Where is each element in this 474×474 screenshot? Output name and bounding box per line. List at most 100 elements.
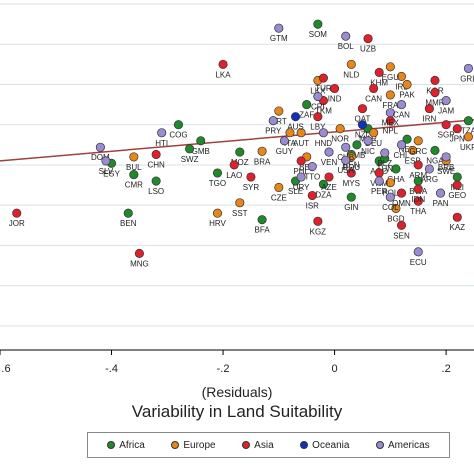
point-moz <box>235 147 245 157</box>
point-aut <box>296 128 306 138</box>
point-label-aus: AUS <box>287 123 303 132</box>
point-label-mng: MNG <box>130 259 149 268</box>
point-label-moz: MOZ <box>231 158 249 167</box>
point-label-cmr: CMR <box>125 181 143 190</box>
point-mmr <box>430 87 440 98</box>
point-label-ecu: ECU <box>410 258 427 267</box>
point-label-lka: LKA <box>215 70 231 79</box>
point-sen <box>396 220 407 230</box>
point-zmb <box>352 140 362 150</box>
point-label-isr: ISR <box>306 202 320 211</box>
point-cri <box>313 92 323 102</box>
point-label-bul: BUL <box>126 163 142 172</box>
point-hti <box>157 128 167 138</box>
legend: Africa Europe Asia Oceania Americas <box>87 432 450 458</box>
point-label-qat: QAT <box>355 115 371 124</box>
point-esp <box>408 145 418 156</box>
point-label-nld: NLD <box>343 70 359 79</box>
point-label-hti: HTI <box>155 139 168 148</box>
point-mex <box>385 108 395 118</box>
point-vnm <box>374 168 384 178</box>
point-kaz <box>452 212 462 222</box>
point-nld <box>346 59 356 69</box>
point-tto <box>307 162 317 172</box>
point-label-grl: GRL <box>460 74 474 83</box>
point-label-swe: SWE <box>437 167 455 176</box>
point-label-npl: NPL <box>383 127 399 136</box>
point-omn <box>396 188 407 198</box>
point-label-ukr: UKR <box>460 143 474 152</box>
point-label-mys: MYS <box>343 179 360 188</box>
point-irn <box>424 104 434 114</box>
point-can <box>396 100 407 110</box>
point-label-usa: USA <box>338 166 355 175</box>
point-label-sen: SEN <box>393 231 410 240</box>
point-label-nzl: NZL <box>355 131 371 140</box>
point-label-nga: NGA <box>426 156 444 165</box>
point-label-zaf: ZAF <box>299 111 314 120</box>
point-label-lkx: LKX <box>310 86 326 95</box>
point-label-arg: ARG <box>421 175 438 184</box>
point-label-tgo: TGO <box>209 179 226 188</box>
point-label-lso: LSO <box>148 187 164 196</box>
point-ner <box>402 134 412 144</box>
point-label-nor: NOR <box>331 135 349 144</box>
point-label-gmb: GMB <box>192 147 210 156</box>
point-cub <box>341 142 351 152</box>
point-label-omn: OMN <box>392 199 411 208</box>
point-label-arm: ARM <box>409 171 427 180</box>
point-fra <box>385 90 395 100</box>
point-jor <box>12 208 22 218</box>
point-label-jor: JOR <box>9 219 25 228</box>
point-tha <box>413 196 423 206</box>
point-tur <box>318 73 328 83</box>
point-label-bgd: BGD <box>387 214 405 223</box>
x-tick-label-3: 0 <box>332 363 338 375</box>
legend-label-americas: Americas <box>387 439 430 451</box>
point-label-bol: BOL <box>338 42 355 51</box>
point-label-col: COL <box>382 203 399 212</box>
point-label-phl: PHL <box>293 167 309 176</box>
legend-swatch-africa <box>107 441 116 449</box>
point-kor <box>430 75 440 86</box>
point-bgd <box>391 203 401 213</box>
fit-line-path <box>0 119 474 162</box>
point-label-sle: SLE <box>288 187 303 196</box>
legend-swatch-europe <box>171 441 180 449</box>
point-label-khm: KHM <box>370 78 388 87</box>
point-label-sst: SST <box>232 209 248 218</box>
point-hrv <box>212 208 223 218</box>
point-label-ben: BEN <box>120 219 137 228</box>
point-label-mex: MEX <box>382 119 400 128</box>
point-nga <box>430 145 440 156</box>
point-blz <box>380 148 390 158</box>
point-label-irn: IRN <box>422 115 436 124</box>
point-lka <box>218 59 228 69</box>
point-label-gha: GHA <box>387 175 405 184</box>
point-gha <box>391 164 401 174</box>
point-label-ner: NER <box>399 145 416 154</box>
point-label-ven: VEN <box>321 158 338 167</box>
point-label-cze: CZE <box>271 193 287 202</box>
point-chl <box>396 140 407 150</box>
point-ukr <box>463 132 473 142</box>
legend-swatch-americas <box>375 441 384 449</box>
point-cze <box>274 182 284 193</box>
point-bra <box>257 146 267 156</box>
point-swz <box>185 144 195 154</box>
x-tick-label-2: -.2 <box>217 363 230 375</box>
point-label-geo: GEO <box>448 191 466 200</box>
point-label-ken: KEN <box>343 160 360 169</box>
point-jam <box>441 96 451 106</box>
point-label-ita: ITA <box>284 139 297 148</box>
point-label-sgp: SGP <box>438 131 455 140</box>
point-pol <box>385 178 395 188</box>
point-egu <box>385 62 395 72</box>
point-label-tun: TUN <box>377 165 394 174</box>
point-label-blz: BLZ <box>377 159 392 168</box>
legend-item-oceania: Oceania <box>300 440 349 451</box>
point-label-can: CAN <box>393 111 410 120</box>
point-dom <box>95 142 105 152</box>
x-tick-label-4: .2 <box>442 363 451 375</box>
